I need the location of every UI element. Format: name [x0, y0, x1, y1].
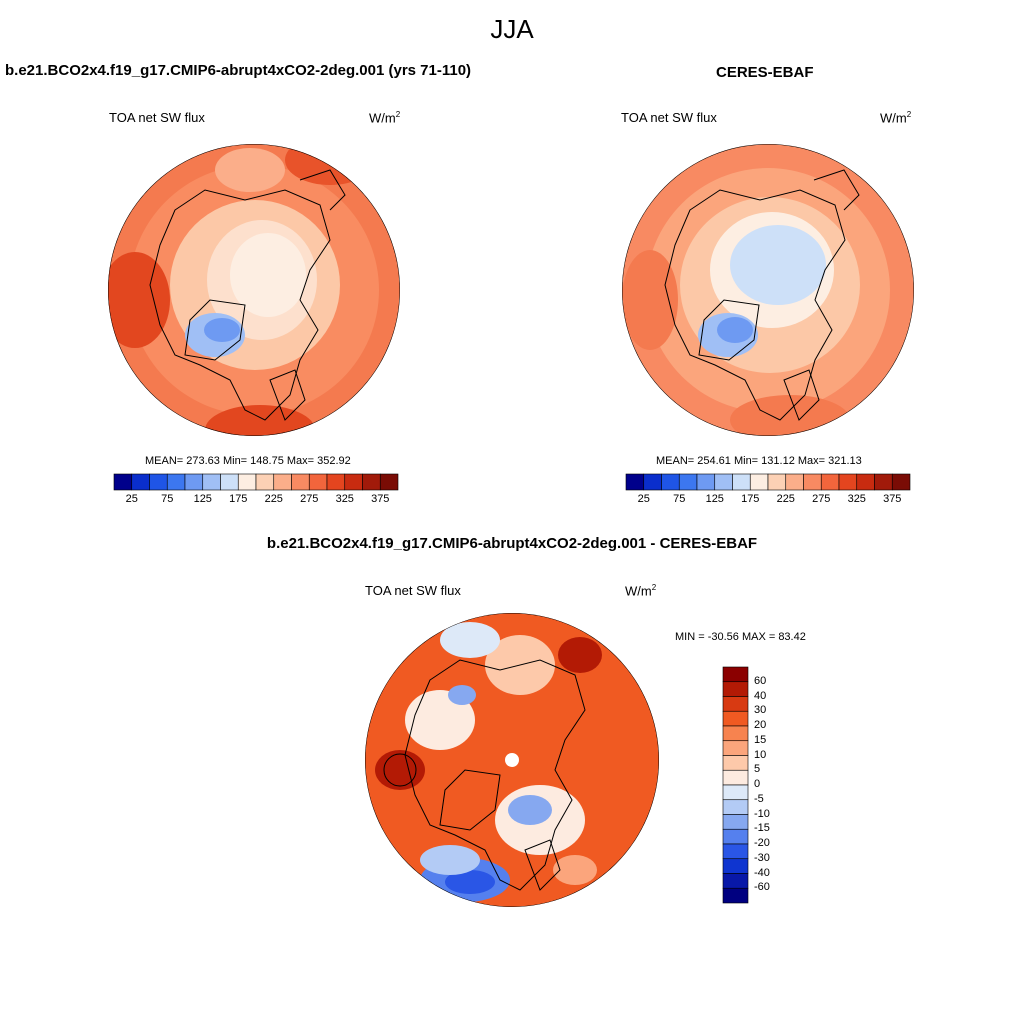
diff-polar-map	[365, 613, 659, 907]
colorbar-tick-label: 275	[812, 493, 831, 505]
colorbar-swatch	[803, 473, 822, 491]
colorbar-tick-label: 375	[883, 493, 902, 505]
colorbar-swatch	[722, 873, 749, 889]
colorbar-tick-label: 20	[754, 719, 767, 731]
colorbar-swatch	[722, 828, 749, 845]
colorbar-tick-label: 10	[754, 748, 767, 761]
colorbar-swatch	[255, 473, 275, 491]
colorbar-swatch	[273, 473, 292, 491]
colorbar-swatch	[625, 473, 645, 491]
colorbar-swatch	[131, 473, 150, 491]
colorbar-tick-label: 25	[125, 493, 138, 505]
colorbar-swatch	[722, 740, 749, 756]
colorbar-tick-label: 125	[193, 493, 212, 505]
colorbar-swatch	[362, 473, 381, 491]
colorbar-swatch	[722, 887, 749, 904]
diff-panel-title: b.e21.BCO2x4.f19_g17.CMIP6-abrupt4xCO2-2…	[266, 535, 758, 552]
colorbar-swatch	[722, 843, 749, 860]
colorbar-swatch	[722, 755, 749, 771]
colorbar-swatch	[678, 473, 698, 491]
colorbar-swatch	[820, 473, 840, 491]
obs-stats: MEAN= 254.61 Min= 131.12 Max= 321.13	[656, 455, 862, 467]
colorbar-swatch	[661, 473, 680, 491]
colorbar-tick-label: 175	[741, 493, 760, 505]
diff-colorbar	[722, 666, 749, 904]
colorbar-tick-label: 225	[264, 493, 283, 505]
obs-panel-title: CERES-EBAF	[716, 64, 814, 81]
colorbar-swatch	[722, 769, 749, 786]
colorbar-swatch	[291, 473, 310, 491]
colorbar-swatch	[767, 473, 787, 491]
colorbar-swatch	[308, 473, 328, 491]
colorbar-tick-label: 125	[705, 493, 724, 505]
colorbar-tick-label: -60	[754, 881, 770, 894]
colorbar-tick-label: -10	[754, 807, 770, 820]
colorbar-swatch	[714, 473, 733, 491]
colorbar-tick-label: -15	[754, 822, 770, 835]
colorbar-tick-label: 5	[754, 763, 761, 776]
colorbar-tick-label: 40	[754, 689, 767, 702]
model-units-label: W/m2	[369, 110, 401, 126]
colorbar-tick-label: 325	[335, 493, 354, 505]
colorbar-swatch	[722, 710, 749, 727]
colorbar-swatch	[722, 799, 749, 815]
colorbar-swatch	[696, 473, 716, 491]
diff-variable-label: TOA net SW flux	[365, 583, 461, 598]
model-stats: MEAN= 273.63 Min= 148.75 Max= 352.92	[145, 455, 351, 467]
colorbar-tick-label: 15	[754, 733, 767, 746]
colorbar-swatch	[722, 696, 749, 712]
colorbar-swatch	[838, 473, 858, 491]
colorbar-swatch	[202, 473, 221, 491]
colorbar-swatch	[643, 473, 662, 491]
obs-colorbar	[625, 473, 911, 491]
colorbar-swatch	[722, 666, 749, 683]
colorbar-swatch	[326, 473, 346, 491]
colorbar-swatch	[149, 473, 168, 491]
colorbar-swatch	[184, 473, 204, 491]
colorbar-tick-label: 75	[161, 493, 174, 505]
figure-title: JJA	[490, 14, 534, 44]
colorbar-swatch	[220, 473, 239, 491]
colorbar-tick-label: 75	[673, 493, 686, 505]
colorbar-tick-label: -20	[754, 837, 770, 849]
colorbar-swatch	[722, 784, 749, 801]
colorbar-swatch	[722, 725, 749, 742]
colorbar-tick-label: 30	[754, 704, 767, 717]
diff-units-label: W/m2	[625, 583, 657, 599]
model-variable-label: TOA net SW flux	[109, 110, 205, 125]
colorbar-tick-label: 225	[776, 493, 795, 505]
colorbar-swatch	[722, 814, 749, 830]
colorbar-swatch	[785, 473, 804, 491]
colorbar-swatch	[749, 473, 769, 491]
colorbar-swatch	[874, 473, 893, 491]
colorbar-swatch	[344, 473, 363, 491]
colorbar-swatch	[113, 473, 133, 491]
obs-variable-label: TOA net SW flux	[621, 110, 717, 125]
colorbar-swatch	[237, 473, 257, 491]
model-panel-title: b.e21.BCO2x4.f19_g17.CMIP6-abrupt4xCO2-2…	[5, 62, 472, 79]
colorbar-swatch	[856, 473, 875, 491]
colorbar-tick-label: 275	[300, 493, 319, 505]
model-colorbar	[113, 473, 399, 491]
model-polar-map	[108, 144, 400, 436]
colorbar-tick-label: 325	[847, 493, 866, 505]
colorbar-tick-label: 0	[754, 778, 761, 790]
obs-polar-map	[622, 144, 914, 436]
diff-stats: MIN = -30.56 MAX = 83.42	[675, 631, 806, 643]
obs-units-label: W/m2	[880, 110, 912, 126]
colorbar-tick-label: -40	[754, 866, 770, 879]
colorbar-swatch	[166, 473, 186, 491]
colorbar-tick-label: 25	[637, 493, 650, 505]
colorbar-tick-label: -5	[754, 792, 764, 805]
colorbar-swatch	[891, 473, 911, 491]
colorbar-swatch	[722, 681, 749, 697]
colorbar-tick-label: 60	[754, 674, 767, 687]
colorbar-tick-label: 375	[371, 493, 390, 505]
colorbar-swatch	[722, 858, 749, 874]
colorbar-swatch	[379, 473, 399, 491]
colorbar-swatch	[732, 473, 751, 491]
colorbar-tick-label: -30	[754, 851, 770, 864]
colorbar-tick-label: 175	[229, 493, 248, 505]
